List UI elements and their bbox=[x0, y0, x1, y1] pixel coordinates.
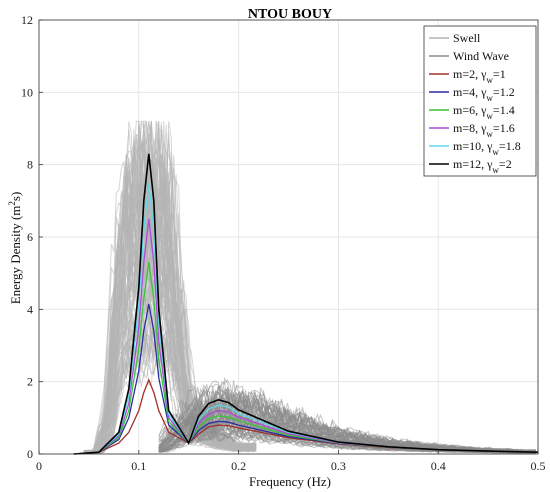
y-tick-label: 6 bbox=[27, 230, 33, 244]
legend-label: m=8, γw=1.6 bbox=[453, 121, 515, 139]
swell-ensemble-curve bbox=[83, 165, 257, 453]
legend-gamma-symbol: γ bbox=[486, 157, 493, 171]
y-tick-label: 0 bbox=[27, 447, 33, 461]
legend-gamma-symbol: γ bbox=[480, 121, 487, 135]
series-layer bbox=[73, 153, 539, 455]
legend-gamma-value: =1.8 bbox=[499, 139, 521, 153]
y-axis-label-superscript: 2 bbox=[7, 201, 17, 206]
series-line-m12 bbox=[73, 153, 539, 455]
swell-ensemble-curve bbox=[83, 330, 257, 454]
chart-title: NTOU BOUY bbox=[248, 7, 332, 22]
y-tick-label: 12 bbox=[21, 13, 33, 27]
swell-ensemble-curve bbox=[83, 296, 257, 454]
legend-gamma-subscript: w bbox=[486, 111, 493, 121]
legend-gamma-value: =1.6 bbox=[493, 121, 515, 135]
legend-label: m=4, γw=1.2 bbox=[453, 85, 515, 103]
swell-ensemble-curve bbox=[83, 319, 257, 454]
legend-label-text: m=4, bbox=[453, 85, 481, 99]
legend-label-text: m=12, bbox=[453, 157, 487, 171]
x-tick-label: 0.4 bbox=[431, 459, 446, 473]
legend-gamma-symbol: γ bbox=[480, 103, 487, 117]
y-tick-label: 2 bbox=[27, 375, 33, 389]
y-axis-label-suffix: s) bbox=[8, 192, 23, 201]
x-axis-ticks: 0 0.1 0.2 0.3 0.4 0.5 bbox=[36, 450, 546, 473]
legend-label: Wind Wave bbox=[453, 49, 509, 63]
legend-gamma-value: =2 bbox=[499, 157, 512, 171]
x-tick-label: 0.5 bbox=[531, 459, 546, 473]
y-tick-label: 4 bbox=[27, 302, 33, 316]
legend-gamma-value: =1 bbox=[493, 67, 506, 81]
legend-gamma-subscript: w bbox=[492, 147, 499, 157]
x-tick-label: 0 bbox=[36, 459, 42, 473]
legend-gamma-subscript: w bbox=[486, 75, 493, 85]
legend-gamma-symbol: γ bbox=[486, 139, 493, 153]
x-tick-label: 0.2 bbox=[231, 459, 246, 473]
legend-label: m=10, γw=1.8 bbox=[453, 139, 521, 157]
wind-wave-ensemble-curve bbox=[158, 423, 536, 454]
legend-label-text: Wind Wave bbox=[453, 49, 509, 63]
y-axis-label: Energy Density (m2s) bbox=[7, 192, 23, 305]
x-tick-label: 0.3 bbox=[331, 459, 346, 473]
legend-label-text: m=2, bbox=[453, 67, 481, 81]
legend-gamma-value: =1.2 bbox=[493, 85, 515, 99]
swell-ensemble-curve bbox=[83, 141, 257, 452]
legend-label: Swell bbox=[453, 31, 481, 45]
y-axis-ticks: 0 2 4 6 8 10 12 bbox=[21, 13, 43, 461]
y-tick-label: 8 bbox=[27, 158, 33, 172]
legend-label: m=6, γw=1.4 bbox=[453, 103, 515, 121]
legend-gamma-value: =1.4 bbox=[493, 103, 515, 117]
swell-ensemble-layer bbox=[83, 120, 257, 454]
legend-label: m=2, γw=1 bbox=[453, 67, 506, 85]
y-tick-label: 10 bbox=[21, 85, 33, 99]
x-axis-label: Frequency (Hz) bbox=[249, 474, 331, 489]
legend-label: m=12, γw=2 bbox=[453, 157, 512, 175]
legend-label-text: m=8, bbox=[453, 121, 481, 135]
legend-label-text: m=6, bbox=[453, 103, 481, 117]
legend-gamma-subscript: w bbox=[486, 129, 493, 139]
legend-label-text: Swell bbox=[453, 31, 481, 45]
y-axis-label-prefix: Energy Density (m bbox=[8, 206, 23, 305]
legend-box bbox=[423, 25, 537, 177]
x-tick-label: 0.1 bbox=[131, 459, 146, 473]
legend-gamma-subscript: w bbox=[492, 165, 499, 175]
wind-wave-ensemble-curve bbox=[158, 396, 536, 453]
legend-gamma-subscript: w bbox=[486, 93, 493, 103]
legend-gamma-symbol: γ bbox=[480, 85, 487, 99]
legend-gamma-symbol: γ bbox=[480, 67, 487, 81]
legend-label-text: m=10, bbox=[453, 139, 487, 153]
